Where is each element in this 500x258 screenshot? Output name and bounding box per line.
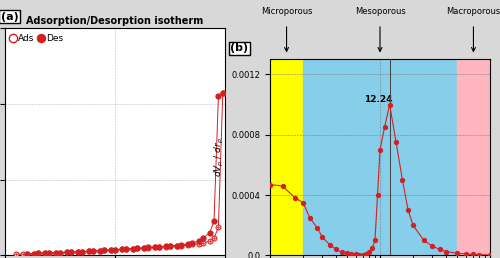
Title: Adsorption/Desorption isotherm: Adsorption/Desorption isotherm bbox=[26, 16, 204, 26]
Text: 12.24: 12.24 bbox=[364, 95, 392, 103]
Bar bbox=[457, 59, 490, 255]
Text: (b): (b) bbox=[230, 43, 248, 53]
Y-axis label: $dV_p$ / $dr_p$: $dV_p$ / $dr_p$ bbox=[212, 137, 226, 178]
Bar bbox=[303, 59, 457, 255]
Text: (a): (a) bbox=[0, 12, 18, 22]
Text: Macroporous: Macroporous bbox=[446, 7, 500, 16]
Bar bbox=[270, 59, 303, 255]
Legend: Ads, Des: Ads, Des bbox=[10, 33, 64, 44]
Text: Mesoporous: Mesoporous bbox=[354, 7, 406, 16]
Text: Microporous: Microporous bbox=[261, 7, 312, 16]
